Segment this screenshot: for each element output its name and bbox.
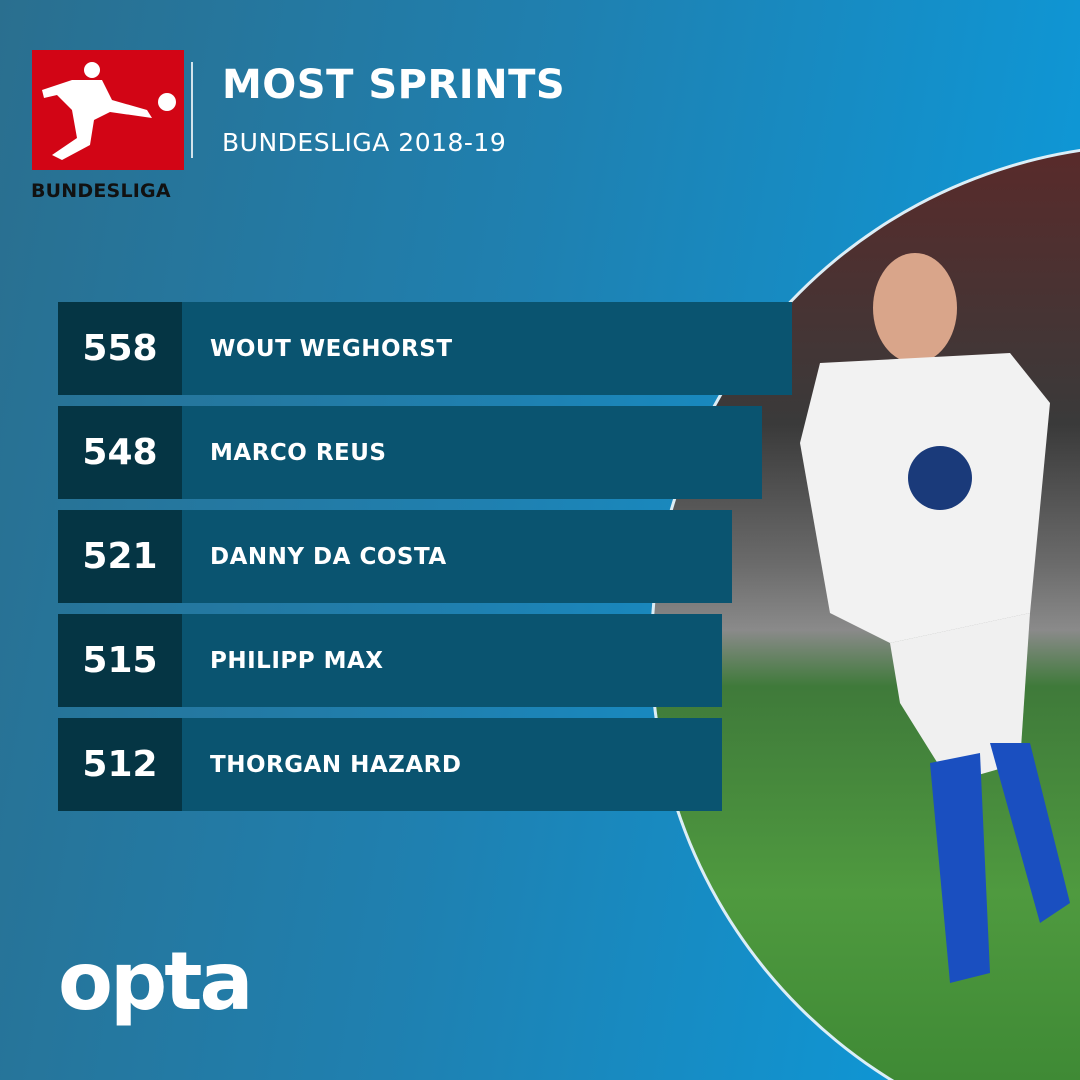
ranking-row: 515 PHILIPP MAX [58, 614, 792, 707]
bundesliga-logo [32, 50, 184, 170]
player-name: THORGAN HAZARD [182, 718, 722, 811]
opta-logo: opta [58, 935, 253, 1028]
page-subtitle: BUNDESLIGA 2018-19 [222, 128, 507, 157]
sprint-count: 515 [58, 614, 182, 707]
player-silhouette-icon [42, 62, 176, 160]
player-name: WOUT WEGHORST [182, 302, 792, 395]
sprint-count: 548 [58, 406, 182, 499]
sprint-count: 521 [58, 510, 182, 603]
player-name: DANNY DA COSTA [182, 510, 732, 603]
bundesliga-wordmark: BUNDESLIGA [31, 180, 171, 202]
header-divider [191, 62, 193, 158]
page-title: MOST SPRINTS [222, 62, 566, 108]
sprint-count: 512 [58, 718, 182, 811]
player-figure [800, 253, 1070, 983]
player-name: PHILIPP MAX [182, 614, 722, 707]
sprint-count: 558 [58, 302, 182, 395]
ranking-row: 558 WOUT WEGHORST [58, 302, 792, 395]
ranking-row: 512 THORGAN HAZARD [58, 718, 792, 811]
ranking-row: 548 MARCO REUS [58, 406, 792, 499]
ranking-row: 521 DANNY DA COSTA [58, 510, 792, 603]
player-name: MARCO REUS [182, 406, 762, 499]
sprint-ranking-list: 558 WOUT WEGHORST 548 MARCO REUS 521 DAN… [58, 302, 792, 822]
